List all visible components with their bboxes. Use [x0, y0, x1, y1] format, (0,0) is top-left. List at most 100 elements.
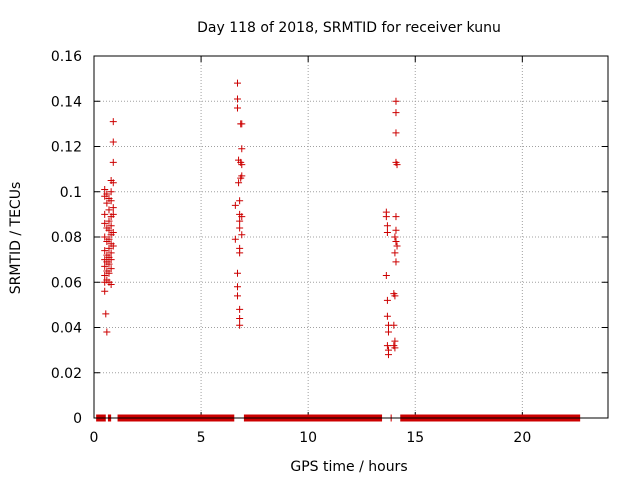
data-point — [383, 222, 391, 230]
data-point — [238, 172, 246, 180]
y-tick-label: 0.14 — [51, 94, 82, 110]
data-point — [383, 312, 391, 320]
data-point — [109, 158, 117, 166]
x-tick-label: 10 — [299, 430, 317, 446]
data-point — [393, 161, 401, 169]
data-point — [109, 228, 117, 236]
data-point — [231, 201, 239, 209]
y-tick-label: 0.04 — [51, 321, 82, 337]
data-point — [107, 256, 115, 264]
y-axis-label: SRMTID / TECUs — [8, 182, 24, 295]
data-point — [102, 310, 110, 318]
data-point — [391, 337, 399, 345]
data-point — [384, 351, 392, 359]
data-point — [383, 342, 391, 350]
data-point — [103, 199, 111, 207]
data-point — [392, 258, 400, 266]
data-point — [101, 287, 109, 295]
data-point — [382, 213, 390, 221]
data-point — [103, 328, 111, 336]
data-point — [392, 213, 400, 221]
data-point — [383, 296, 391, 304]
data-point — [391, 249, 399, 257]
data-point — [391, 344, 399, 352]
data-point — [238, 145, 246, 153]
data-point — [105, 235, 113, 243]
data-point — [236, 305, 244, 313]
y-tick-label: 0.1 — [60, 185, 82, 201]
x-axis-label: GPS time / hours — [290, 459, 407, 475]
data-point — [107, 222, 115, 230]
data-point — [109, 118, 117, 126]
data-points — [101, 79, 401, 359]
y-tick-label: 0.08 — [51, 230, 82, 246]
data-point — [233, 95, 241, 103]
y-tick-label: 0.12 — [51, 140, 82, 156]
data-point — [238, 120, 246, 128]
data-point — [392, 238, 400, 246]
data-point — [233, 79, 241, 87]
data-point — [233, 269, 241, 277]
data-point — [101, 210, 109, 218]
data-point — [384, 328, 392, 336]
data-point — [236, 217, 244, 225]
data-point — [393, 242, 401, 250]
y-tick-label: 0 — [73, 411, 82, 427]
data-point — [236, 314, 244, 322]
chart-title: Day 118 of 2018, SRMTID for receiver kun… — [197, 20, 501, 36]
data-point — [109, 179, 117, 187]
grid-lines — [94, 56, 608, 418]
data-point — [236, 197, 244, 205]
data-point — [382, 271, 390, 279]
data-point — [101, 262, 109, 270]
data-point — [392, 97, 400, 105]
data-point — [105, 244, 113, 252]
data-point — [101, 219, 109, 227]
data-point — [103, 190, 111, 198]
x-tick-label: 15 — [406, 430, 424, 446]
data-point — [107, 249, 115, 257]
data-point — [101, 233, 109, 241]
data-point — [238, 231, 246, 239]
data-point — [109, 242, 117, 250]
data-point — [391, 233, 399, 241]
data-point — [101, 271, 109, 279]
data-point — [105, 226, 113, 234]
x-tick-label: 0 — [90, 430, 99, 446]
data-point — [233, 283, 241, 291]
data-point — [107, 197, 115, 205]
data-point — [392, 109, 400, 117]
data-point — [109, 210, 117, 218]
data-point — [392, 129, 400, 137]
data-point — [236, 321, 244, 329]
data-point — [236, 224, 244, 232]
data-point — [238, 213, 246, 221]
data-point — [109, 138, 117, 146]
data-point — [101, 185, 109, 193]
data-point — [392, 226, 400, 234]
data-point — [105, 260, 113, 268]
data-point — [236, 249, 244, 257]
data-point — [107, 188, 115, 196]
data-point — [233, 104, 241, 112]
y-tick-label: 0.16 — [51, 49, 82, 65]
data-point — [105, 269, 113, 277]
data-point — [383, 228, 391, 236]
data-point — [231, 235, 239, 243]
axis-ticks: 0 0.02 0.04 0.06 0.08 0.1 0.12 0.14 0.16 0 5 10 15 20 — [51, 49, 608, 446]
data-point — [391, 292, 399, 300]
data-point — [238, 161, 246, 169]
data-point — [107, 281, 115, 289]
data-point — [235, 179, 243, 187]
data-point — [390, 321, 398, 329]
data-point — [107, 265, 115, 273]
data-point — [105, 206, 113, 214]
data-point — [109, 204, 117, 212]
x-tick-label: 5 — [197, 430, 206, 446]
data-point — [101, 247, 109, 255]
y-tick-label: 0.06 — [51, 275, 82, 291]
y-tick-label: 0.02 — [51, 366, 82, 382]
x-tick-label: 20 — [513, 430, 531, 446]
data-point — [233, 292, 241, 300]
